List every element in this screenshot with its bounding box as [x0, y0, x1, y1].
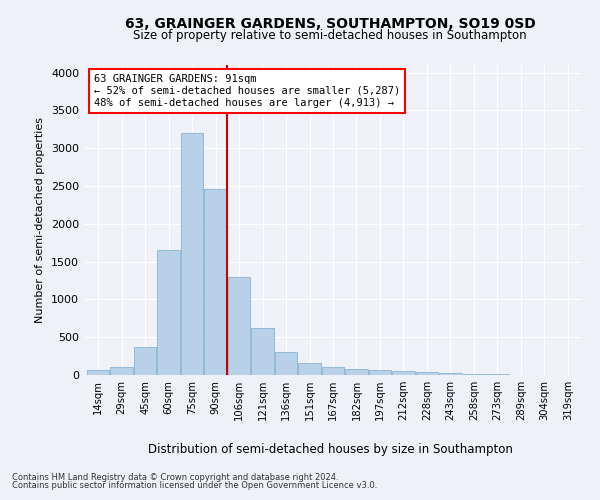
- Bar: [251, 328, 274, 375]
- Bar: [392, 371, 415, 375]
- Bar: [134, 347, 156, 375]
- Y-axis label: Number of semi-detached properties: Number of semi-detached properties: [35, 117, 46, 323]
- Text: 63, GRAINGER GARDENS, SOUTHAMPTON, SO19 0SD: 63, GRAINGER GARDENS, SOUTHAMPTON, SO19 …: [125, 18, 535, 32]
- Text: 63 GRAINGER GARDENS: 91sqm
← 52% of semi-detached houses are smaller (5,287)
48%: 63 GRAINGER GARDENS: 91sqm ← 52% of semi…: [94, 74, 400, 108]
- Bar: [275, 352, 297, 375]
- Bar: [322, 368, 344, 375]
- Bar: [439, 373, 461, 375]
- Bar: [416, 372, 438, 375]
- Bar: [205, 189, 227, 375]
- Text: Size of property relative to semi-detached houses in Southampton: Size of property relative to semi-detach…: [133, 29, 527, 42]
- Text: Contains public sector information licensed under the Open Government Licence v3: Contains public sector information licen…: [12, 481, 377, 490]
- Bar: [228, 276, 250, 375]
- Text: Distribution of semi-detached houses by size in Southampton: Distribution of semi-detached houses by …: [148, 442, 512, 456]
- Text: Contains HM Land Registry data © Crown copyright and database right 2024.: Contains HM Land Registry data © Crown c…: [12, 472, 338, 482]
- Bar: [463, 374, 485, 375]
- Bar: [369, 370, 391, 375]
- Bar: [110, 368, 133, 375]
- Bar: [346, 370, 368, 375]
- Bar: [298, 364, 320, 375]
- Bar: [181, 133, 203, 375]
- Bar: [87, 370, 109, 375]
- Bar: [157, 250, 180, 375]
- Bar: [486, 374, 509, 375]
